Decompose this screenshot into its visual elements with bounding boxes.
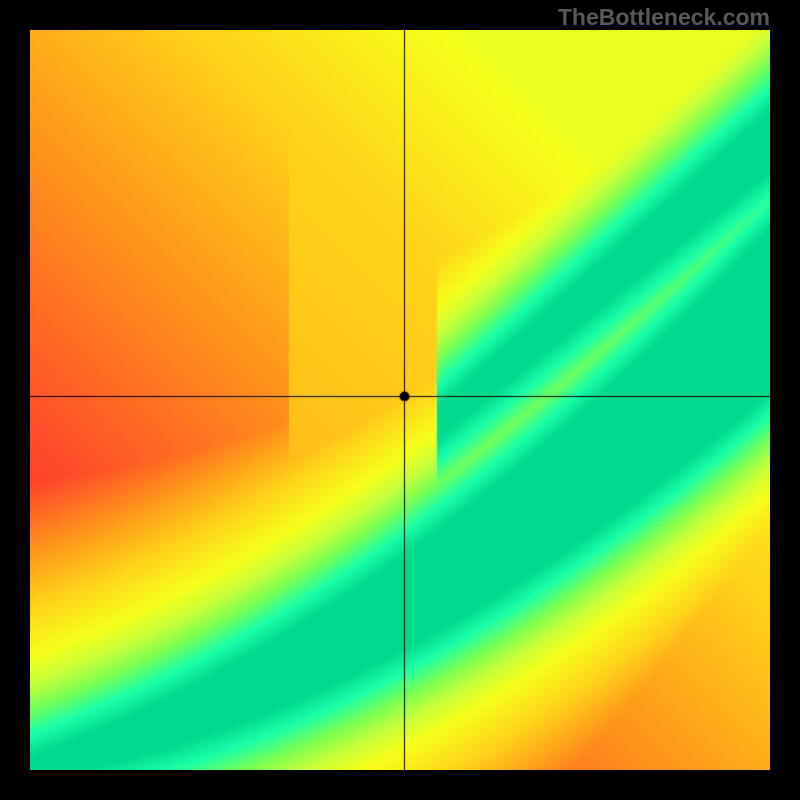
watermark-text: TheBottleneck.com — [558, 4, 770, 31]
chart-stage: TheBottleneck.com — [0, 0, 800, 800]
bottleneck-heatmap — [30, 30, 770, 770]
